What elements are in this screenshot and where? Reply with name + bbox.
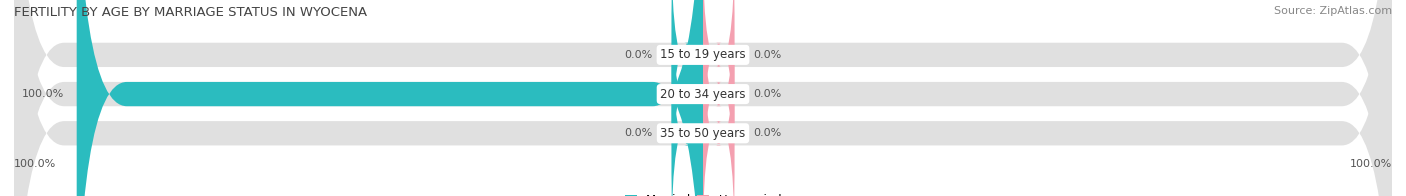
Text: Source: ZipAtlas.com: Source: ZipAtlas.com xyxy=(1274,6,1392,16)
FancyBboxPatch shape xyxy=(703,0,734,160)
Text: 0.0%: 0.0% xyxy=(754,89,782,99)
FancyBboxPatch shape xyxy=(672,0,703,196)
Text: 15 to 19 years: 15 to 19 years xyxy=(661,48,745,61)
FancyBboxPatch shape xyxy=(672,0,703,160)
Text: 100.0%: 100.0% xyxy=(1350,159,1392,169)
Text: 100.0%: 100.0% xyxy=(14,159,56,169)
Text: 0.0%: 0.0% xyxy=(624,128,652,138)
Text: 100.0%: 100.0% xyxy=(22,89,65,99)
Text: 35 to 50 years: 35 to 50 years xyxy=(661,127,745,140)
FancyBboxPatch shape xyxy=(672,28,703,196)
Text: 0.0%: 0.0% xyxy=(624,50,652,60)
Text: 0.0%: 0.0% xyxy=(754,128,782,138)
FancyBboxPatch shape xyxy=(14,0,1392,196)
FancyBboxPatch shape xyxy=(14,0,1392,196)
Text: FERTILITY BY AGE BY MARRIAGE STATUS IN WYOCENA: FERTILITY BY AGE BY MARRIAGE STATUS IN W… xyxy=(14,6,367,19)
FancyBboxPatch shape xyxy=(77,0,703,196)
Legend: Married, Unmarried: Married, Unmarried xyxy=(620,189,786,196)
Text: 20 to 34 years: 20 to 34 years xyxy=(661,88,745,101)
FancyBboxPatch shape xyxy=(703,28,734,196)
FancyBboxPatch shape xyxy=(14,0,1392,196)
Text: 0.0%: 0.0% xyxy=(754,50,782,60)
FancyBboxPatch shape xyxy=(703,0,734,196)
